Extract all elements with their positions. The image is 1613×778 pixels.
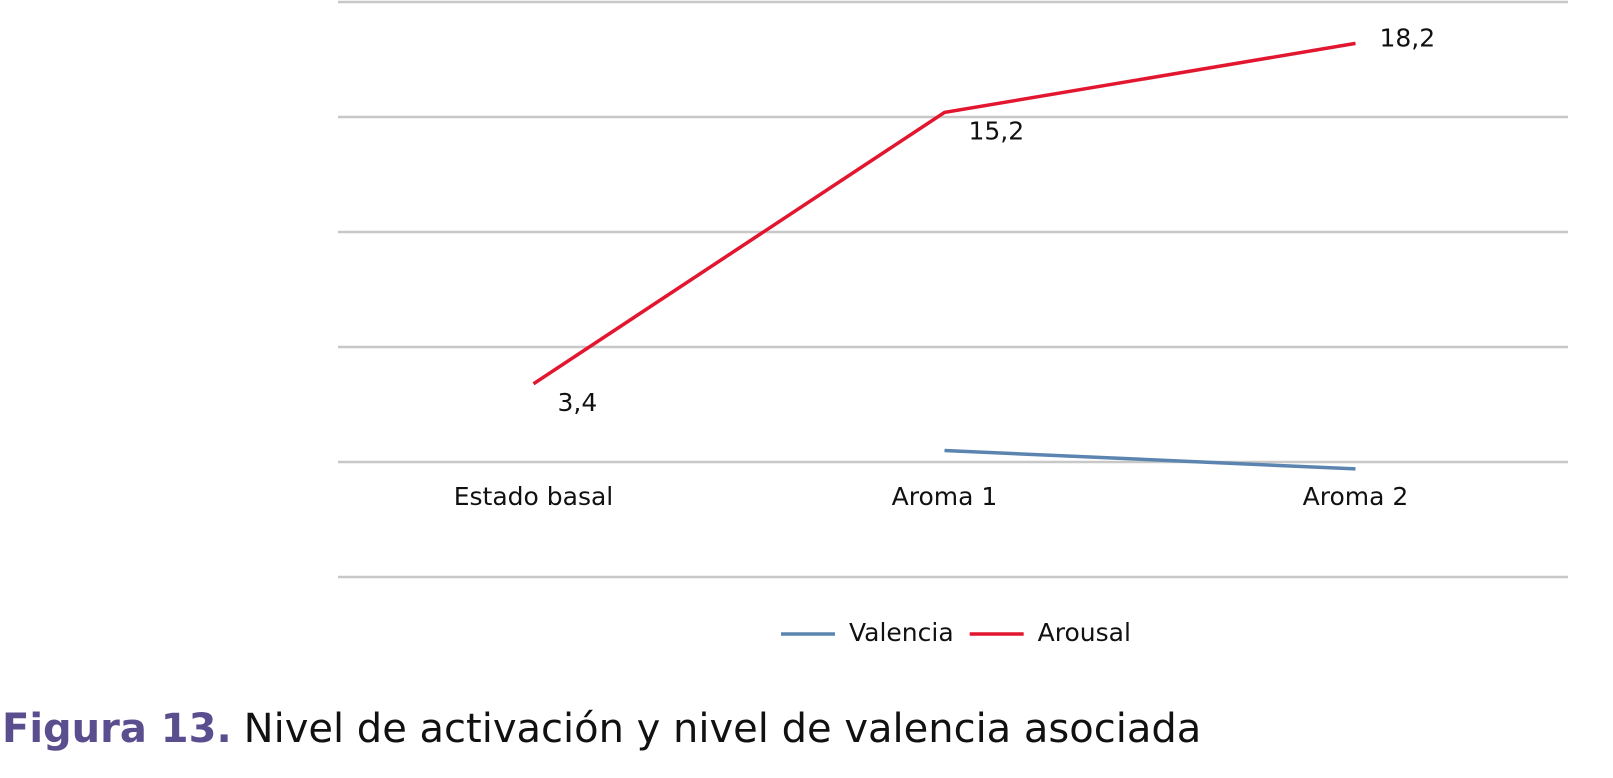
legend-label: Arousal bbox=[1038, 618, 1131, 647]
caption-label: Figura 13. bbox=[2, 706, 232, 752]
x-tick-label: Aroma 2 bbox=[1303, 482, 1409, 511]
series-line bbox=[944, 448, 1356, 471]
caption: Figura 13. Nivel de activación y nivel de… bbox=[2, 706, 1201, 752]
data-label: 15,2 bbox=[969, 116, 1025, 145]
series-line bbox=[532, 41, 1356, 386]
caption-text: Nivel de activación y nivel de valencia … bbox=[244, 706, 1202, 752]
x-tick-label: Aroma 1 bbox=[892, 482, 998, 511]
data-label: 3,4 bbox=[558, 388, 598, 417]
data-label: 18,2 bbox=[1380, 23, 1436, 52]
legend-label: Valencia bbox=[849, 618, 954, 647]
x-tick-label: Estado basal bbox=[454, 482, 614, 511]
